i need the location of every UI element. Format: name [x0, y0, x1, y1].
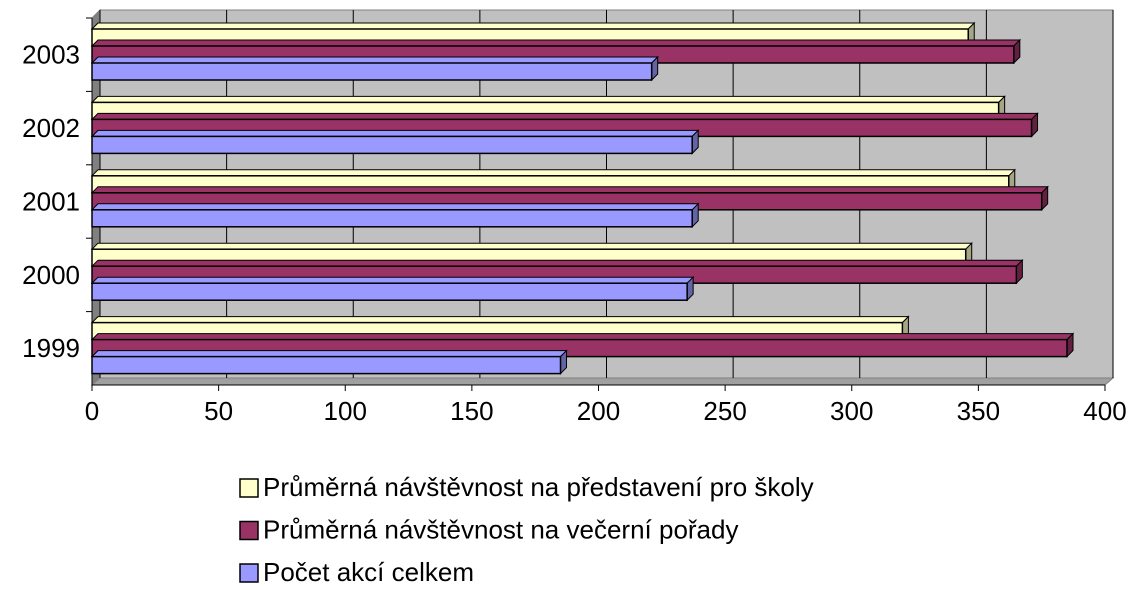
- legend-swatch: [239, 563, 259, 583]
- legend-label: Průměrná návštěvnost na představení pro …: [263, 472, 814, 502]
- bar: [91, 282, 688, 301]
- bar-top: [90, 112, 1039, 120]
- x-tick-label: 300: [830, 396, 873, 426]
- y-tick-label: 2000: [22, 260, 80, 290]
- bar-top: [90, 333, 1075, 341]
- bar-top: [90, 316, 910, 324]
- y-tick-label: 2002: [22, 113, 80, 143]
- bar-top: [90, 276, 695, 284]
- bar-top: [90, 203, 700, 211]
- floor: [90, 377, 1115, 386]
- y-tick-label: 2003: [22, 40, 80, 70]
- legend-label: Počet akcí celkem: [263, 557, 474, 587]
- legend-swatch: [239, 478, 259, 498]
- x-tick-label: 350: [957, 396, 1000, 426]
- bar-top: [90, 259, 1024, 267]
- bar: [91, 355, 562, 375]
- y-tick-label: 1999: [22, 333, 80, 363]
- bar-side-shade: [692, 203, 699, 227]
- x-tick-label: 0: [85, 396, 99, 426]
- x-tick-label: 50: [204, 396, 233, 426]
- bar-top: [90, 22, 976, 30]
- bar-side-shade: [1041, 186, 1048, 210]
- bar: [91, 135, 693, 155]
- bar-side-shade: [1067, 333, 1074, 357]
- bar-top: [90, 39, 1022, 47]
- bar-side-shade: [692, 130, 699, 154]
- legend-label: Průměrná návštěvnost na večerní pořady: [263, 514, 738, 544]
- y-tick-label: 2001: [22, 186, 80, 216]
- bar: [91, 62, 653, 81]
- x-tick-label: 150: [450, 396, 493, 426]
- legend-swatch: [239, 520, 259, 541]
- bar-top: [90, 242, 973, 250]
- bar-side-shade: [1016, 260, 1023, 284]
- x-tick-label: 400: [1083, 396, 1126, 426]
- bar-top: [90, 95, 1006, 103]
- x-tick-label: 100: [324, 396, 367, 426]
- bar-top: [90, 129, 700, 137]
- bar-top: [90, 56, 659, 64]
- x-tick-label: 200: [577, 396, 620, 426]
- bar-side-shade: [1031, 113, 1038, 137]
- bar-side-shade: [1013, 40, 1020, 63]
- bar: [91, 209, 693, 228]
- x-tick-label: 250: [703, 396, 746, 426]
- bar-top: [90, 169, 1016, 177]
- bar-side-shade: [651, 57, 658, 80]
- bar-top: [90, 186, 1049, 194]
- bar-side-shade: [687, 277, 694, 301]
- bar-top: [90, 350, 568, 358]
- bar-side-shade: [560, 350, 567, 374]
